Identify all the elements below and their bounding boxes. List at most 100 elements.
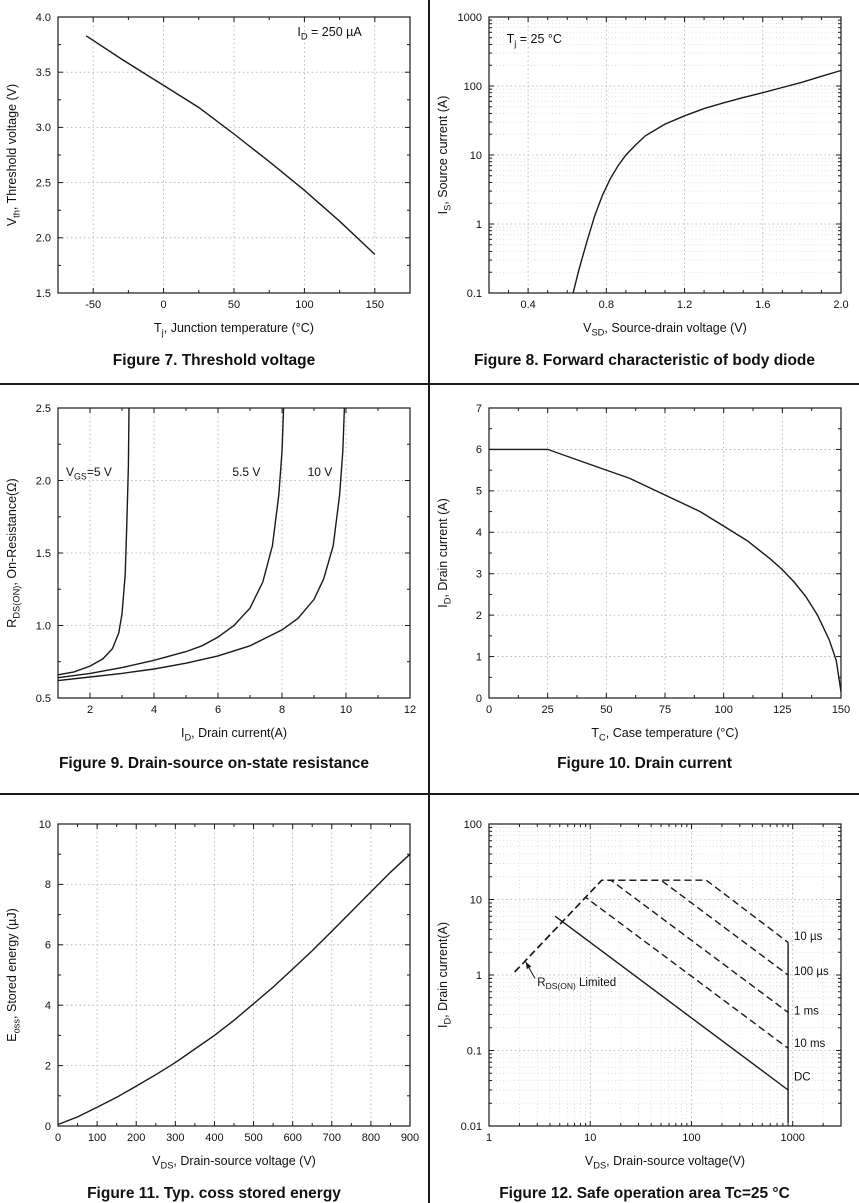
figure-9-on-resistance-chart: 2 4 6 8 10 12 0.5 1.0 1.5 2.0 2.5 ID, Drain current… [5,403,416,743]
svg-text:100: 100 [463,819,481,831]
svg-text:10: 10 [469,150,481,162]
figure-7-caption: Figure 7. Threshold voltage [112,352,316,369]
svg-text:1: 1 [475,970,481,982]
svg-text:10: 10 [39,819,51,831]
svg-text:1: 1 [475,219,481,231]
svg-text:125: 125 [773,704,791,716]
svg-text:2.0: 2.0 [36,475,51,487]
svg-text:6: 6 [215,704,221,716]
svg-text:12: 12 [404,704,416,716]
svg-text:Tj, Junction temperature (°C): Tj, Junction temperature (°C) [154,321,314,338]
svg-text:2: 2 [87,704,93,716]
svg-text:6: 6 [45,940,51,952]
svg-text:0.4: 0.4 [520,299,535,311]
svg-text:100 µs: 100 µs [793,966,828,978]
svg-text:ID, Drain current(A): ID, Drain current(A) [436,922,453,1028]
svg-text:1000: 1000 [780,1132,804,1144]
svg-text:150: 150 [366,299,384,311]
svg-text:VSD, Source-drain voltage (V): VSD, Source-drain voltage (V) [583,321,747,338]
svg-text:ID, Drain current (A): ID, Drain current (A) [436,498,453,608]
svg-text:2: 2 [475,610,481,622]
svg-text:700: 700 [323,1132,341,1144]
svg-text:100: 100 [682,1132,700,1144]
panel-figure-11: 0 100 200 300 400 500 600 700 800 900 0 2 4 6 8 10 VDS, … [0,795,430,1203]
svg-text:0: 0 [45,1121,51,1133]
svg-text:2.0: 2.0 [833,299,848,311]
svg-text:10 ms: 10 ms [793,1038,825,1050]
svg-text:Vth, Threshold voltage (V): Vth, Threshold voltage (V) [5,84,22,226]
svg-text:3: 3 [475,569,481,581]
svg-text:10 µs: 10 µs [793,931,822,943]
svg-text:400: 400 [205,1132,223,1144]
svg-text:200: 200 [127,1132,145,1144]
svg-text:-50: -50 [85,299,101,311]
svg-text:10 V: 10 V [308,465,333,479]
svg-text:500: 500 [244,1132,262,1144]
svg-text:2.0: 2.0 [36,233,51,245]
svg-text:1: 1 [475,651,481,663]
svg-text:7: 7 [475,403,481,415]
svg-text:0.01: 0.01 [460,1121,481,1133]
svg-text:4: 4 [151,704,157,716]
svg-text:IS, Source current (A): IS, Source current (A) [436,96,453,215]
svg-text:100: 100 [295,299,313,311]
svg-text:900: 900 [401,1132,419,1144]
figure-9-caption: Figure 9. Drain-source on-state resistan… [58,755,370,772]
svg-text:3.5: 3.5 [36,67,51,79]
svg-text:600: 600 [283,1132,301,1144]
svg-text:0.8: 0.8 [598,299,613,311]
figure-11-caption: Figure 11. Typ. coss stored energy [87,1185,341,1202]
svg-text:1.5: 1.5 [36,548,51,560]
svg-text:2.5: 2.5 [36,403,51,415]
svg-text:4: 4 [475,527,481,539]
svg-text:8: 8 [279,704,285,716]
svg-text:0.5: 0.5 [36,693,51,705]
svg-text:1000: 1000 [457,12,481,24]
svg-text:5: 5 [475,486,481,498]
svg-text:150: 150 [831,704,849,716]
svg-text:VDS, Drain-source voltage (V): VDS, Drain-source voltage (V) [152,1154,316,1171]
figure-8-body-diode-chart: 0.4 0.8 1.2 1.6 2.0 0.1 1 10 100 1000 VSD, Source-… [436,12,849,338]
svg-text:1.5: 1.5 [36,288,51,300]
svg-text:100: 100 [714,704,732,716]
svg-text:1: 1 [485,1132,491,1144]
figure-12-soa-chart: 1 10 100 1000 0.01 0.1 1 10 100 VDS, Drain-source… [436,819,842,1171]
svg-text:10: 10 [469,894,481,906]
svg-text:25: 25 [541,704,553,716]
svg-text:RDS(ON), On-Resistance(Ω): RDS(ON), On-Resistance(Ω) [5,478,22,627]
figure-7-threshold-voltage-chart: -50 0 50 100 150 1.5 2.0 2.5 3.0 3.5 4.0 Tj, Juncti… [5,12,411,338]
svg-text:Tj = 25 °C: Tj = 25 °C [506,32,561,49]
figure-10-caption: Figure 10. Drain current [557,755,732,772]
svg-text:4.0: 4.0 [36,12,51,24]
figure-8-caption: Figure 8. Forward characteristic of body… [473,352,816,369]
svg-text:100: 100 [88,1132,106,1144]
svg-text:10: 10 [584,1132,596,1144]
figure-11-stored-energy-chart: 0 100 200 300 400 500 600 700 800 900 0 2 4 6 8 10 VDS, … [5,819,419,1171]
svg-text:100: 100 [463,81,481,93]
svg-text:6: 6 [475,444,481,456]
figure-10-drain-current-chart: 0 25 50 75 100 125 150 0 1 2 3 4 5 6 7 TC, Case tempera… [436,403,850,743]
svg-text:75: 75 [658,704,670,716]
panel-figure-10: 0 25 50 75 100 125 150 0 1 2 3 4 5 6 7 TC, Case tempera… [430,385,859,795]
svg-text:2.5: 2.5 [36,177,51,189]
svg-text:RDS(ON) Limited: RDS(ON) Limited [537,977,616,991]
svg-text:2: 2 [45,1060,51,1072]
svg-text:300: 300 [166,1132,184,1144]
svg-text:50: 50 [228,299,240,311]
svg-text:4: 4 [45,1000,51,1012]
figure-12-caption: Figure 12. Safe operation area Tc=25 °C [499,1185,790,1202]
svg-text:1.0: 1.0 [36,620,51,632]
svg-text:1.2: 1.2 [676,299,691,311]
svg-text:10: 10 [340,704,352,716]
svg-text:800: 800 [362,1132,380,1144]
svg-text:0: 0 [485,704,491,716]
svg-text:0: 0 [475,693,481,705]
panel-figure-9: 2 4 6 8 10 12 0.5 1.0 1.5 2.0 2.5 ID, Drain current… [0,385,430,795]
svg-text:0: 0 [161,299,167,311]
svg-text:0.1: 0.1 [466,288,481,300]
svg-text:0.1: 0.1 [466,1045,481,1057]
svg-text:DC: DC [793,1072,810,1084]
svg-text:Eoss, Stored energy (µJ): Eoss, Stored energy (µJ) [5,908,22,1042]
svg-text:TC, Case temperature (°C): TC, Case temperature (°C) [591,726,738,743]
